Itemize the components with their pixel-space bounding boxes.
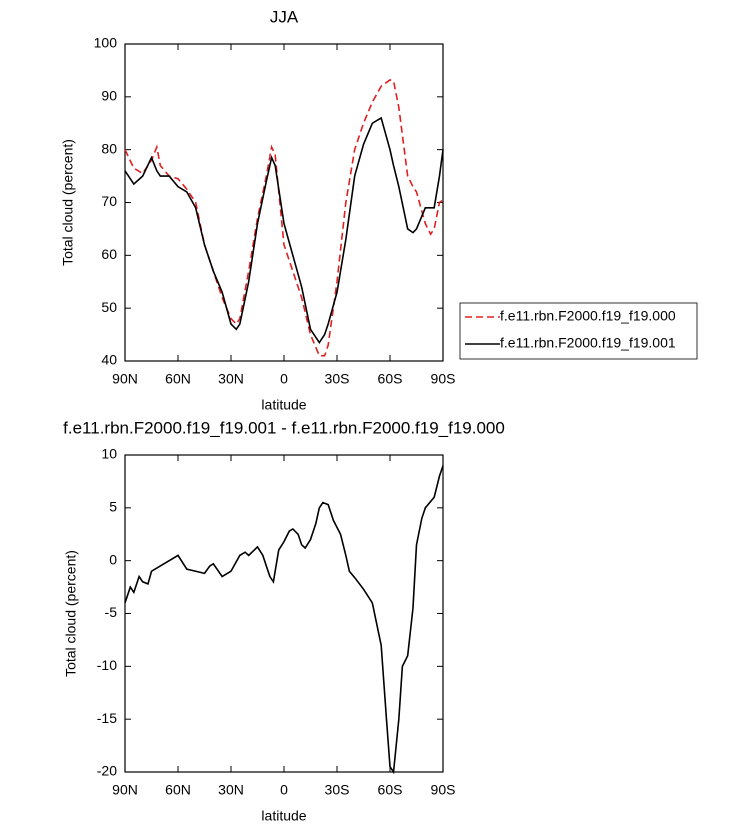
plot-frame	[124, 43, 444, 362]
x-tick-label: 90S	[431, 371, 456, 387]
chart-title: f.e11.rbn.F2000.f19_f19.001 - f.e11.rbn.…	[63, 418, 505, 437]
x-tick-label: 30N	[218, 782, 244, 798]
y-tick-label: 10	[101, 446, 117, 462]
y-tick-label: -10	[97, 657, 117, 673]
x-tick-label: 0	[280, 782, 288, 798]
y-tick-label: -15	[97, 710, 117, 726]
x-tick-label: 90S	[431, 782, 456, 798]
x-tick-label: 30S	[325, 782, 350, 798]
y-tick-label: 100	[94, 35, 118, 51]
x-axis-label: latitude	[261, 808, 306, 824]
legend-label: f.e11.rbn.F2000.f19_f19.000	[500, 308, 676, 324]
y-tick-label: 90	[101, 88, 117, 104]
line-series	[124, 116, 444, 344]
legend-label: f.e11.rbn.F2000.f19_f19.001	[500, 335, 676, 351]
x-tick-label: 60S	[378, 371, 403, 387]
chart-title: JJA	[270, 7, 299, 26]
y-tick-label: 0	[109, 551, 117, 567]
x-tick-label: 90N	[112, 782, 138, 798]
x-tick-label: 30N	[218, 371, 244, 387]
plot-frame	[124, 454, 444, 773]
x-tick-label: 90N	[112, 371, 138, 387]
y-tick-label: 60	[101, 246, 117, 262]
line-series	[124, 465, 444, 775]
x-tick-label: 60N	[165, 371, 191, 387]
y-tick-label: 5	[109, 499, 117, 515]
x-tick-label: 30S	[325, 371, 350, 387]
y-tick-label: 70	[101, 193, 117, 209]
x-tick-label: 60S	[378, 782, 403, 798]
y-tick-label: 80	[101, 140, 117, 156]
line-series	[124, 79, 444, 357]
y-axis-label: Total cloud (percent)	[60, 139, 76, 266]
y-tick-label: 50	[101, 299, 117, 315]
y-tick-label: 40	[101, 352, 117, 368]
y-tick-label: -5	[105, 604, 118, 620]
x-tick-label: 0	[280, 371, 288, 387]
y-axis-label: Total cloud (percent)	[63, 550, 79, 677]
y-tick-label: -20	[97, 763, 117, 779]
x-axis-label: latitude	[261, 397, 306, 413]
legend-box	[459, 302, 698, 360]
x-tick-label: 60N	[165, 782, 191, 798]
